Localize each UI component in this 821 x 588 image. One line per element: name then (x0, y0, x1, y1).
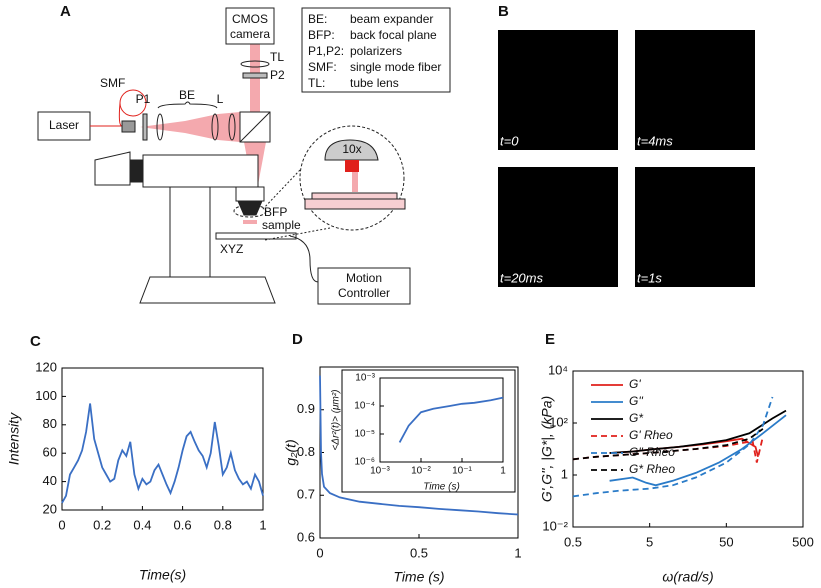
x-tick-label: 0.4 (133, 517, 151, 532)
x-tick-label: 0.8 (214, 517, 232, 532)
controller-label: Motion (346, 271, 382, 285)
x-tick-label: 50 (719, 534, 733, 549)
x-tick-label: 1 (259, 517, 266, 532)
camera-label: CMOS (232, 12, 268, 26)
l-label: L (217, 92, 224, 106)
legend-key: P1,P2: (308, 44, 344, 58)
y-tick-label: 20 (43, 501, 57, 516)
p1-label: P1 (136, 92, 151, 106)
y-tick-label: 10² (549, 414, 568, 429)
legend-key: TL: (308, 76, 325, 90)
data-line (572, 428, 764, 461)
y-tick-label: 0.6 (297, 529, 315, 544)
y-tick-label: 80 (43, 416, 57, 431)
x-tick-label: 10⁻³ (370, 466, 390, 477)
x-tick-label: 0.5 (564, 534, 582, 549)
camera-label: camera (230, 27, 270, 41)
y-tick-label: 1 (561, 466, 568, 481)
y-tick-label: 10⁻² (542, 518, 568, 533)
controller-label: Controller (338, 286, 390, 300)
y-tick-label: 40 (43, 473, 57, 488)
x-tick-label: 0 (316, 545, 323, 560)
y-tick-label: 10⁻⁴ (354, 401, 375, 412)
y-axis-label: G',G'', |G*|, (kPa) (539, 396, 555, 502)
x-tick-label: 1 (500, 466, 506, 477)
x-tick-label: 0.5 (410, 545, 428, 560)
panel-label: E (545, 331, 555, 348)
legend-label: G'' (629, 394, 644, 408)
y-tick-label: 60 (43, 445, 57, 460)
legend-desc: beam expander (350, 12, 433, 26)
y-tick-label: 10⁴ (548, 362, 568, 377)
panel-label: C (30, 333, 41, 350)
panel-label: A (60, 3, 71, 20)
data-line (609, 409, 787, 454)
legend-label: G' (629, 377, 641, 391)
objective-label: 10x (342, 142, 361, 156)
legend-label: G'' Rheo (629, 445, 675, 459)
image-label: t=20ms (500, 270, 543, 285)
y-tick-label: 100 (35, 388, 57, 403)
x-tick-label: 500 (792, 534, 814, 549)
y-tick-label: 0.9 (297, 401, 315, 416)
x-axis-label: ω(rad/s) (662, 569, 713, 585)
legend-label: G' Rheo (629, 428, 673, 442)
legend-label: G* (629, 411, 643, 425)
y-axis-label: Intensity (6, 412, 22, 465)
legend-label: G* Rheo (629, 462, 675, 476)
legend-desc: tube lens (350, 76, 399, 90)
plot-frame (572, 370, 804, 528)
legend-desc: back focal plane (350, 28, 437, 42)
panel-label: D (292, 331, 303, 348)
smf-label: SMF (100, 76, 125, 90)
y-tick-label: 10⁻³ (355, 373, 375, 384)
image-label: t=4ms (637, 133, 673, 148)
tl-label: TL (270, 50, 284, 64)
y-axis-label: <Δr²(t)> (μm²) (331, 389, 342, 450)
be-label: BE (179, 88, 195, 102)
legend-key: BE: (308, 12, 327, 26)
xyz-label: XYZ (220, 242, 243, 256)
legend-key: SMF: (308, 60, 337, 74)
data-line (398, 396, 504, 443)
plot-frame (379, 377, 504, 463)
image-label: t=0 (500, 133, 519, 148)
data-line (61, 403, 264, 504)
data-line (319, 375, 519, 516)
setup-diagram (37, 7, 451, 305)
image-label: t=1s (637, 270, 662, 285)
x-tick-label: 0.2 (93, 517, 111, 532)
y-tick-label: 10⁻⁵ (354, 429, 375, 440)
laser-label: Laser (49, 118, 79, 132)
legend-desc: polarizers (350, 44, 402, 58)
x-tick-label: 1 (514, 545, 521, 560)
panel-label: B (498, 3, 509, 20)
x-tick-label: 10⁻¹ (452, 466, 472, 477)
y-tick-label: 10⁻⁶ (354, 457, 375, 468)
legend-desc: single mode fiber (350, 60, 441, 74)
y-tick-label: 0.8 (297, 444, 315, 459)
legend-key: BFP: (308, 28, 335, 42)
sample-label: sample (262, 218, 301, 232)
p2-label: P2 (270, 68, 285, 82)
x-tick-label: 10⁻² (411, 466, 431, 477)
x-axis-label: Time (s) (393, 569, 444, 585)
plot-frame (61, 367, 264, 511)
x-tick-label: 0.6 (174, 517, 192, 532)
x-axis-label: Time(s) (139, 567, 186, 583)
x-tick-label: 0 (58, 517, 65, 532)
y-tick-label: 0.7 (297, 487, 315, 502)
bfp-label: BFP (264, 205, 287, 219)
y-tick-label: 120 (35, 359, 57, 374)
speckle-images (498, 30, 755, 287)
y-axis-label: g₂(t) (283, 439, 299, 465)
x-tick-label: 5 (646, 534, 653, 549)
x-axis-label: Time (s) (423, 482, 460, 493)
data-line (572, 396, 774, 498)
inset-background (341, 369, 516, 493)
